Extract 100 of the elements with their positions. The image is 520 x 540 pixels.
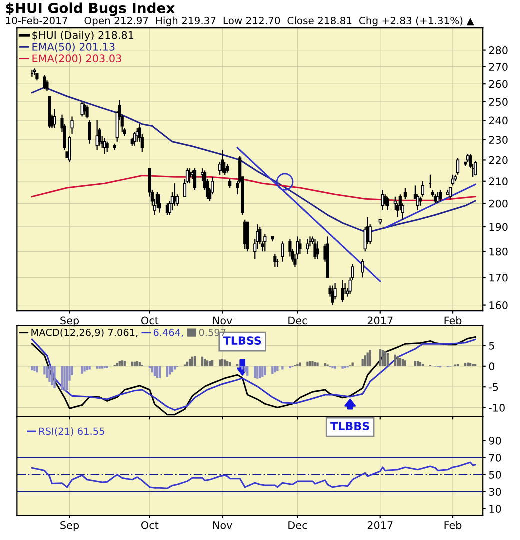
bar: [156, 366, 158, 378]
bar: [366, 352, 369, 366]
bar: [188, 358, 192, 366]
candlestick: [456, 158, 460, 176]
candlestick: [264, 234, 267, 252]
bar: [44, 366, 46, 375]
candlestick: [43, 74, 46, 90]
candlestick: [80, 101, 84, 118]
annotation: TLBBS: [330, 422, 370, 431]
candlestick: [83, 103, 86, 116]
y-tick-label: -10: [489, 404, 505, 412]
x-tick-label: Feb: [444, 316, 462, 325]
legend-label: $HUI (Daily) 218.81: [32, 31, 134, 42]
bar: [364, 356, 366, 366]
y-tick-label: 170: [490, 274, 508, 282]
y-tick-label: 200: [489, 200, 508, 208]
y-tick-label: 0: [489, 362, 495, 371]
x-tick-label: 2017: [368, 316, 393, 325]
bar: [64, 366, 66, 392]
bar: [118, 361, 121, 366]
bar: [466, 362, 470, 366]
bar: [84, 366, 86, 372]
bar: [256, 366, 259, 379]
bar: [124, 361, 126, 366]
chart-subtitle: 10-Feb-2017 Open 212.97 High 219.37 Low 212.70 Close 218.81 Chg +2.83 (+1.31%) ▲: [6, 16, 474, 26]
x-tick-label: Dec: [288, 522, 308, 530]
bar: [151, 366, 154, 373]
candlestick: [436, 192, 440, 204]
bar: [229, 362, 232, 366]
bar: [168, 366, 172, 375]
bar: [171, 366, 174, 372]
candlestick: [221, 149, 224, 174]
candlestick: [474, 160, 478, 176]
bar: [66, 366, 68, 390]
bar: [86, 366, 88, 371]
y-tick-label: 30: [489, 488, 502, 496]
y-tick-label: 250: [489, 98, 508, 106]
bar: [211, 360, 214, 366]
bar: [396, 356, 399, 366]
bar: [54, 366, 56, 388]
bar: [31, 366, 34, 371]
bar: [474, 364, 477, 366]
bar: [296, 364, 299, 366]
bar: [254, 366, 256, 378]
bar: [36, 366, 38, 373]
bar: [314, 362, 316, 366]
candlestick: [133, 132, 136, 146]
bar: [264, 366, 266, 376]
bar: [472, 364, 474, 366]
bar: [134, 362, 136, 366]
bar: [306, 362, 309, 366]
bar: [334, 366, 336, 369]
y-tick-label: 220: [489, 156, 508, 164]
bar: [422, 364, 424, 366]
candlestick: [438, 190, 442, 202]
x-tick-label: Nov: [213, 522, 232, 530]
bar: [194, 356, 196, 366]
bar: [312, 361, 314, 366]
legend-label: 0.597: [199, 328, 226, 336]
candlestick: [404, 187, 407, 200]
x-tick-label: Nov: [213, 316, 232, 325]
bar: [98, 366, 101, 369]
candlestick: [448, 187, 452, 200]
bar: [101, 366, 104, 369]
bar: [276, 366, 279, 371]
candlestick: [158, 194, 162, 214]
bar: [131, 362, 134, 366]
bar: [116, 363, 118, 366]
bar: [469, 363, 472, 366]
bar: [81, 366, 84, 374]
bar: [299, 362, 302, 366]
x-tick-label: Oct: [142, 521, 159, 530]
bar: [386, 353, 389, 366]
bar: [309, 361, 312, 366]
bar: [464, 363, 467, 366]
candlestick: [361, 258, 364, 278]
candlestick: [314, 238, 317, 260]
bar: [158, 366, 162, 378]
bar: [201, 356, 204, 366]
bar: [352, 362, 354, 366]
y-tick-label: 10: [490, 505, 502, 513]
candlestick: [421, 180, 425, 198]
legend-label: MACD(12,26,9) 7.061,: [32, 328, 138, 338]
bar: [416, 361, 420, 366]
candlestick: [274, 254, 277, 268]
bar: [369, 350, 372, 366]
bar: [316, 362, 319, 366]
bar: [262, 366, 264, 378]
candlestick: [86, 105, 89, 120]
bar: [384, 352, 386, 366]
candlestick: [331, 285, 334, 306]
bar: [419, 362, 422, 366]
bar: [404, 360, 406, 366]
bar: [226, 361, 229, 366]
candlestick: [106, 141, 109, 153]
candlestick: [70, 116, 74, 135]
x-tick-label: Dec: [288, 316, 308, 325]
candlestick: [193, 168, 197, 191]
candlestick: [33, 68, 36, 76]
bar: [61, 366, 64, 390]
